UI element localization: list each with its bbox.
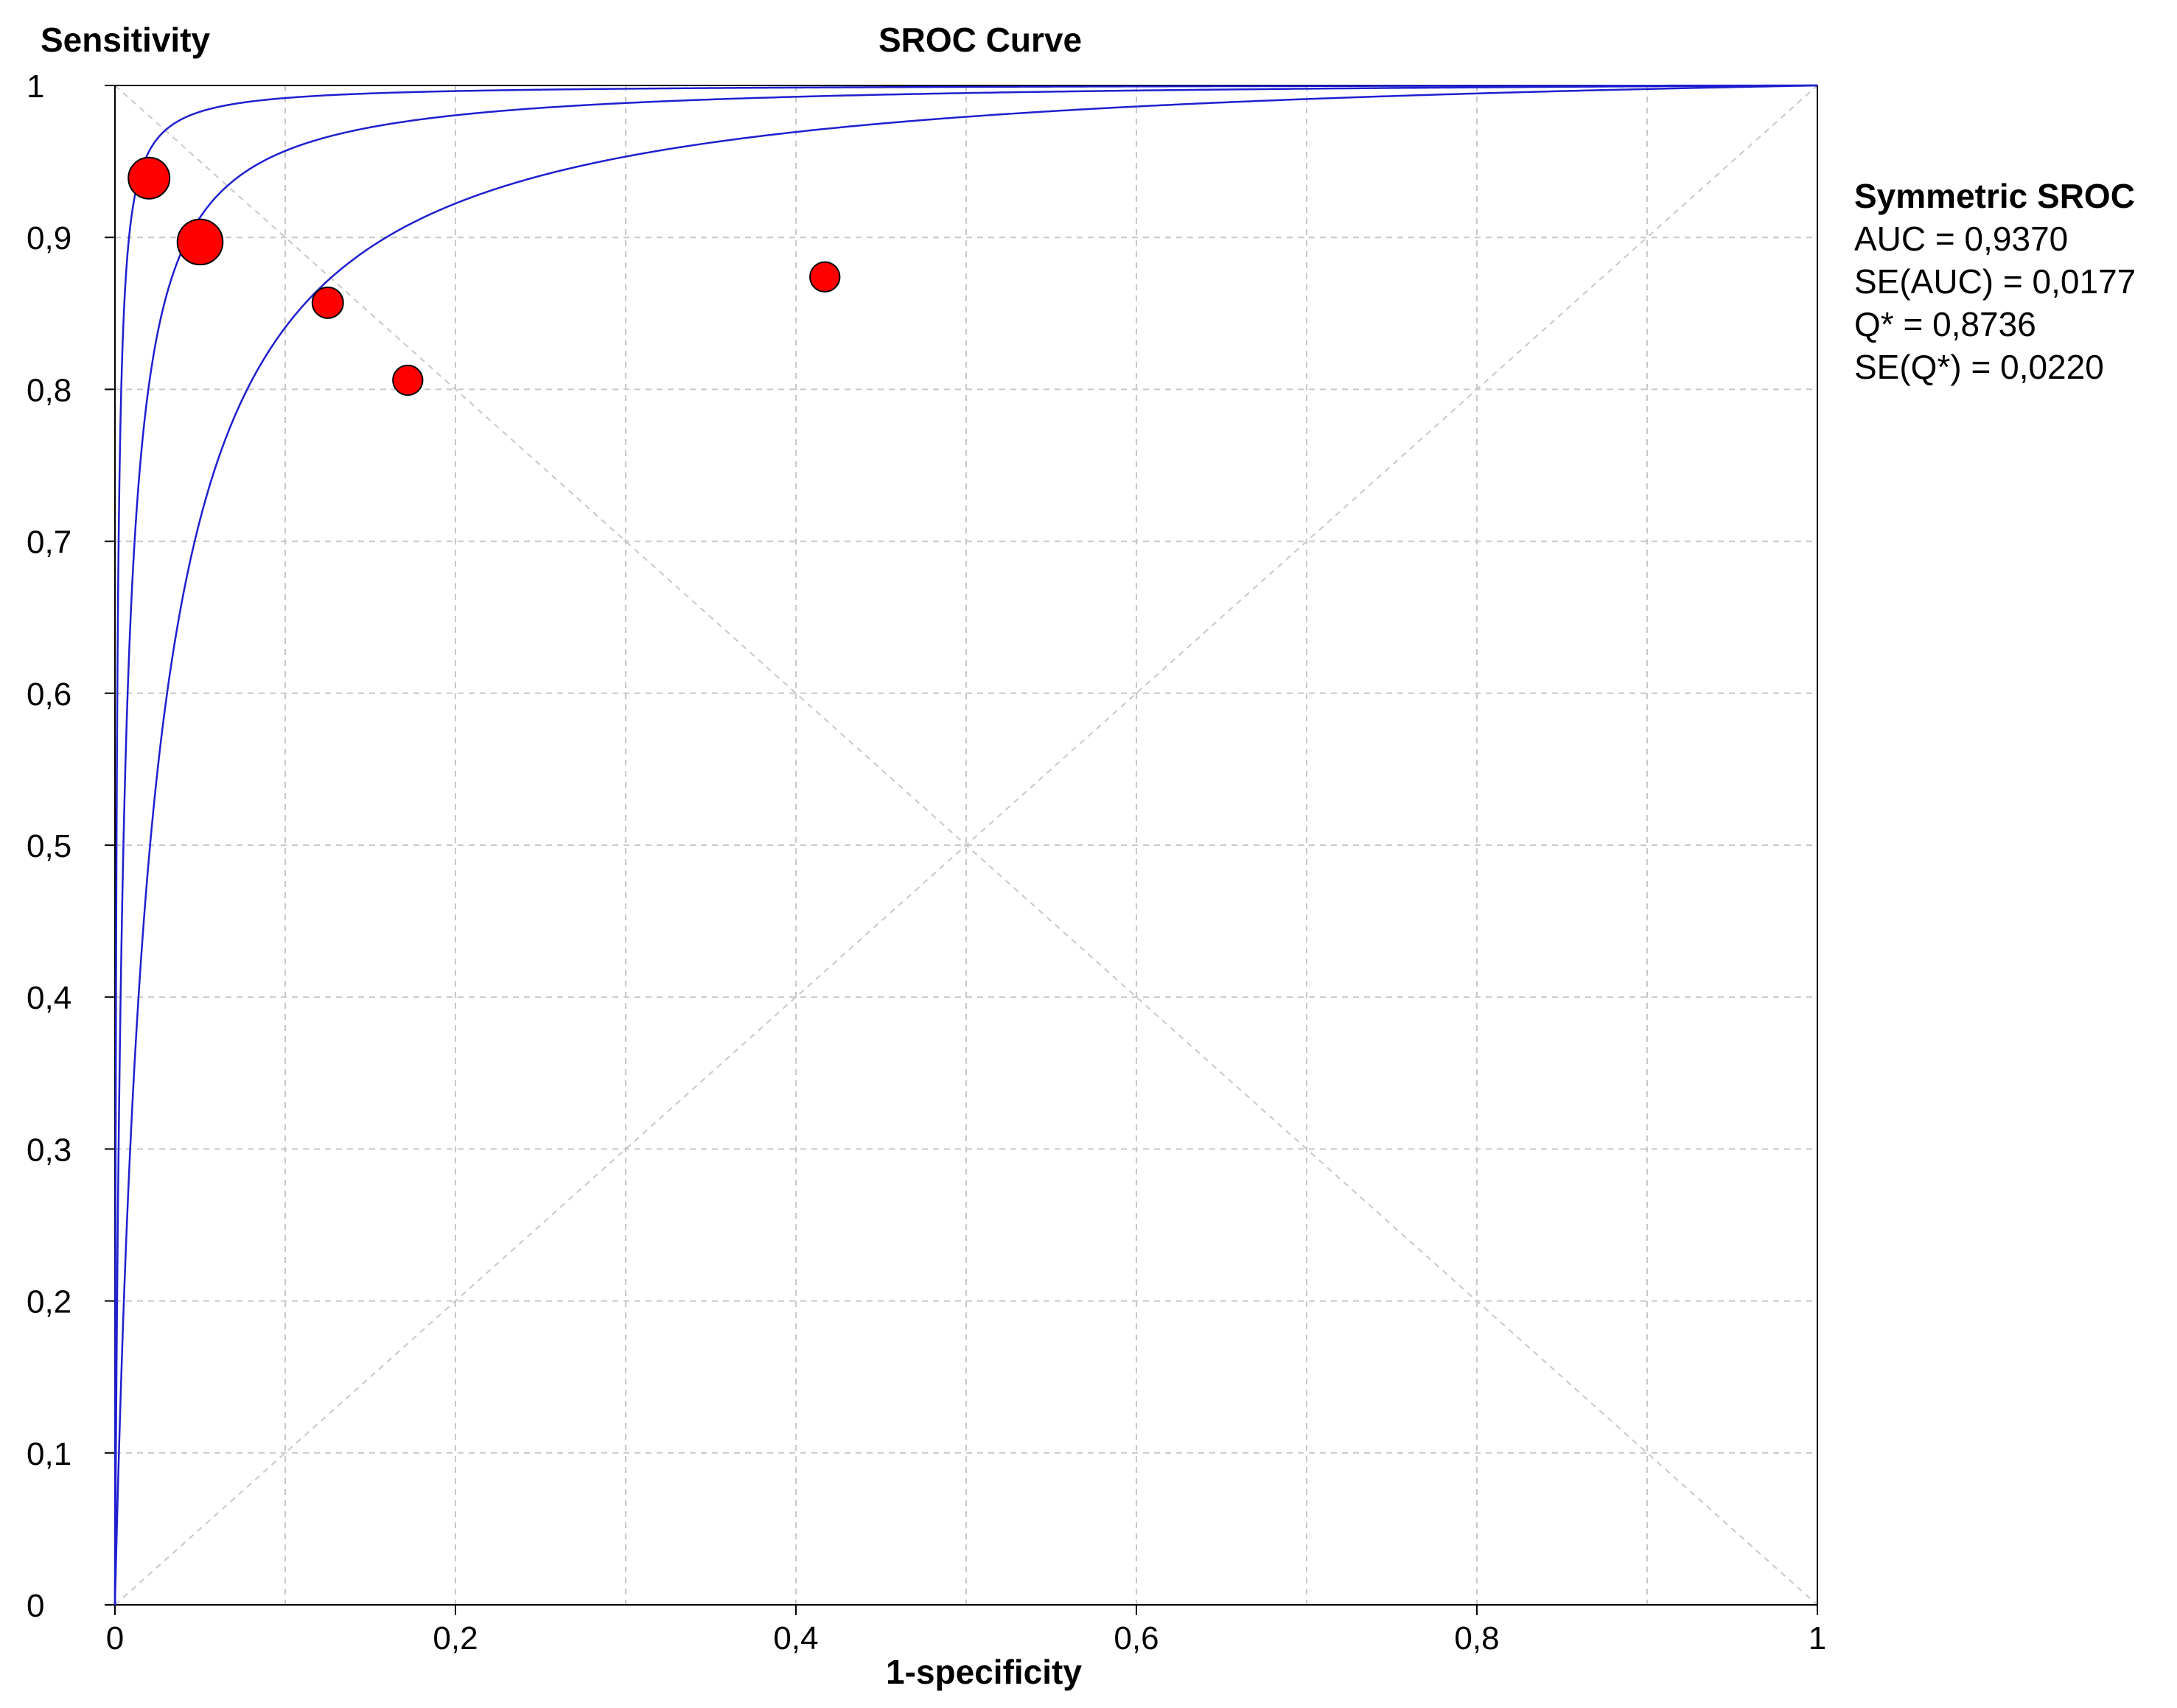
study-point [311,286,344,319]
study-points [127,156,841,396]
y-axis-label: Sensitivity [41,21,211,59]
y-tick-labels: 0 0,1 0,2 0,3 0,4 0,5 0,6 0,7 0,8 0,9 1 [27,69,71,1624]
y-tick-label: 0,6 [27,676,71,713]
annotation-se-auc: SE(AUC) = 0,0177 [1854,262,2136,301]
annotation-se-q-star: SE(Q*) = 0,0220 [1854,348,2104,386]
grid-lines [115,85,1817,1605]
y-tick-label: 0,2 [27,1284,71,1320]
sroc-curves [113,84,1818,1606]
sroc-curve [113,84,1818,1606]
x-tick-labels: 0 0,2 0,4 0,6 0,8 1 [106,1620,1826,1656]
y-tick-label: 0,3 [27,1132,71,1168]
y-tick-label: 0,7 [27,525,71,561]
y-tick-label: 0,9 [27,220,71,256]
x-tick-label: 0,4 [773,1620,818,1656]
annotation-q-star: Q* = 0,8736 [1854,305,2036,343]
x-tick-label: 0,8 [1454,1620,1499,1656]
annotation-box: Symmetric SROC AUC = 0,9370 SE(AUC) = 0,… [1854,177,2136,386]
y-tick-label: 0,1 [27,1436,71,1472]
y-tick-label: 0,5 [27,828,71,864]
chart-title: SROC Curve [878,21,1082,59]
x-tick-label: 0 [106,1620,124,1656]
x-axis-label: 1-specificity [886,1653,1082,1691]
axis-ticks [105,85,1818,1615]
study-point [809,261,841,293]
x-tick-label: 1 [1809,1620,1826,1656]
study-point [127,156,171,200]
x-tick-label: 0,6 [1114,1620,1159,1656]
annotation-auc: AUC = 0,9370 [1854,220,2068,258]
q-star-diagonal [114,85,1818,1606]
y-tick-label: 0,4 [27,980,71,1016]
study-point [392,364,424,396]
reference-diagonals [114,85,1818,1606]
sroc-curve [113,84,1818,1605]
sroc-curve [113,84,1818,1605]
annotation-heading: Symmetric SROC [1854,177,2135,215]
y-tick-label: 0 [27,1588,44,1624]
x-tick-label: 0,2 [433,1620,478,1656]
y-tick-label: 1 [27,69,44,105]
y-tick-label: 0,8 [27,372,71,408]
study-point [176,218,224,266]
